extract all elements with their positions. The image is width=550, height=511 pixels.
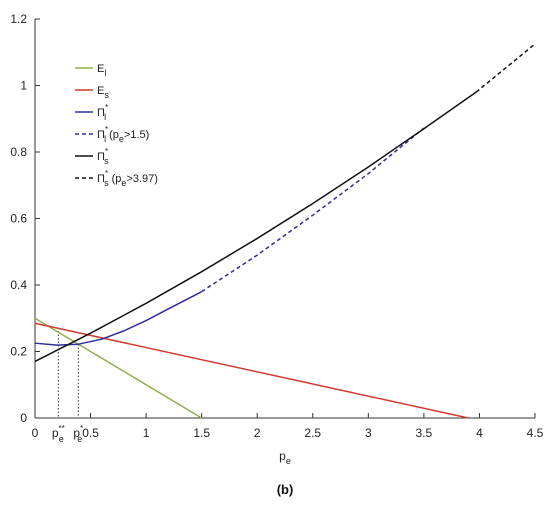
y-tick-label: 0 xyxy=(20,411,27,425)
y-tick-label: 1.2 xyxy=(10,12,27,26)
x-tick-label: 2 xyxy=(254,426,261,440)
series-line xyxy=(34,317,203,419)
x-tick-label: 0.5 xyxy=(82,426,99,440)
x-tick-label: 1 xyxy=(143,426,150,440)
x-tick-label: 4.5 xyxy=(527,426,544,440)
marked-point-guides xyxy=(57,327,79,418)
series-line xyxy=(475,43,536,93)
series-line xyxy=(34,322,469,419)
y-tick-label: 0.8 xyxy=(10,145,27,159)
x-tick-label: 1.5 xyxy=(193,426,210,440)
legend-label: Π* s xyxy=(97,147,109,166)
x-tick-label: 3 xyxy=(365,426,372,440)
y-tick-label: 0.6 xyxy=(10,212,27,226)
figure-caption: (b) xyxy=(277,482,294,497)
series-line xyxy=(201,127,425,293)
axis-labels: p** e p* e pe (b) xyxy=(52,424,293,497)
legend-label: Π* s (pe>3.97) xyxy=(97,169,158,188)
x-tick-label: 2.5 xyxy=(304,426,321,440)
marked-point-label: p* e xyxy=(73,424,83,444)
x-axis-label: pe xyxy=(279,449,291,466)
y-tick-label: 1 xyxy=(20,79,27,93)
y-tick-label: 0.4 xyxy=(10,278,27,292)
marked-point-label: p** e xyxy=(52,424,65,444)
legend: El Es Π* l Π* l (pe>1.5) Π* s Π* s (pe>3.97) xyxy=(75,63,158,188)
x-tick-label: 0 xyxy=(32,426,39,440)
series-line xyxy=(34,290,203,346)
legend-label: El xyxy=(97,63,106,78)
series-line xyxy=(34,91,477,363)
legend-label: Π* l (pe>1.5) xyxy=(97,125,149,144)
x-tick-label: 3.5 xyxy=(416,426,433,440)
y-tick-label: 0.2 xyxy=(10,345,27,359)
legend-label: Es xyxy=(97,85,109,100)
axes: 0 0.2 0.4 0.6 0.8 1 1.2 0 0.5 1 1.5 2 2.5 3 3.5 4 4.5 xyxy=(10,12,543,440)
x-tick-label: 4 xyxy=(476,426,483,440)
series-lines xyxy=(34,43,536,419)
legend-label: Π* l xyxy=(97,103,108,122)
